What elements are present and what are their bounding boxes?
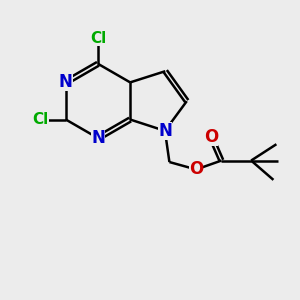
Text: Cl: Cl — [90, 31, 106, 46]
Text: N: N — [91, 129, 105, 147]
Text: O: O — [204, 128, 218, 146]
Text: N: N — [158, 122, 172, 140]
Text: N: N — [59, 74, 73, 92]
Text: O: O — [189, 160, 203, 178]
Text: Cl: Cl — [32, 112, 49, 127]
